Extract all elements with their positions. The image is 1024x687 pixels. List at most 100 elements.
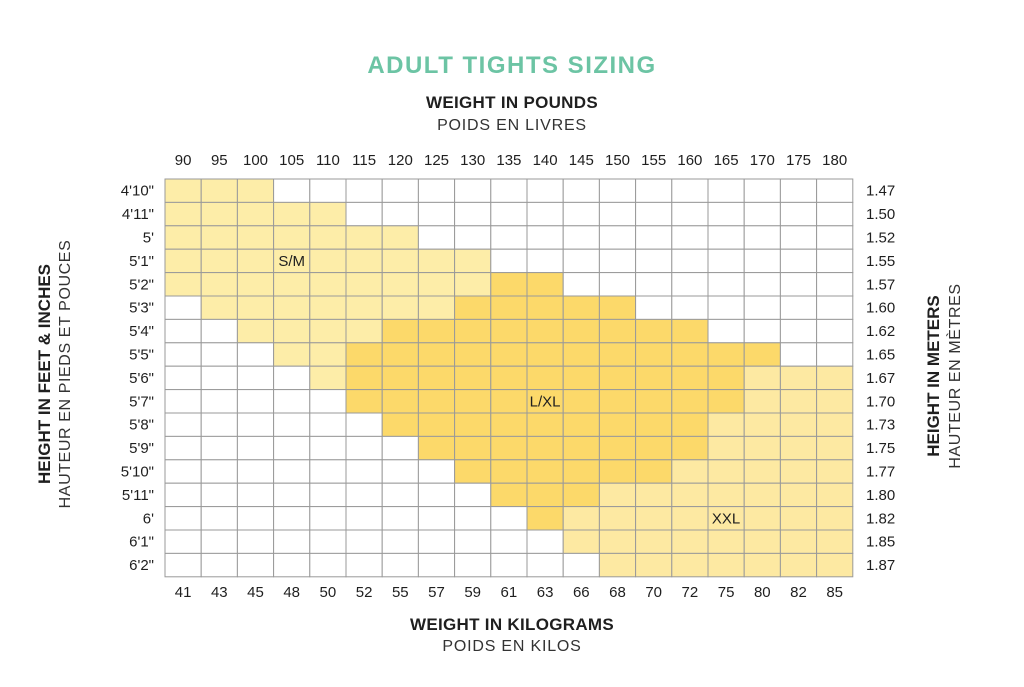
- chart-title: ADULT TIGHTS SIZING: [367, 52, 657, 79]
- grid-cell: [526, 201, 564, 227]
- grid-cell: [707, 412, 745, 437]
- grid-cell: [309, 225, 347, 250]
- grid-cell: [598, 178, 637, 203]
- pound-tick-label: 95: [211, 152, 228, 169]
- pound-tick-label: 180: [822, 152, 847, 169]
- grid-cell: [562, 506, 600, 531]
- grid-cell: [345, 365, 383, 391]
- grid-cell: [490, 225, 528, 250]
- grid-cell: [598, 318, 637, 344]
- grid-cell: [779, 248, 818, 274]
- height-m-tick-label: 1.70: [866, 393, 895, 410]
- grid-cell: [598, 552, 637, 578]
- grid-cell: [273, 295, 311, 320]
- grid-cell: [743, 529, 781, 554]
- grid-cell: [779, 482, 818, 508]
- grid-cell: [309, 318, 347, 344]
- grid-cell: [200, 318, 238, 344]
- grid-cell: [490, 342, 528, 367]
- grid-cell: [417, 248, 456, 274]
- grid-cell: [309, 552, 347, 578]
- grid-cell: [200, 552, 238, 578]
- grid-cell: [417, 178, 456, 203]
- height-m-tick-label: 1.47: [866, 183, 895, 200]
- grid-cell: [671, 318, 709, 344]
- grid-cell: [454, 459, 492, 484]
- grid-cell: [743, 225, 781, 250]
- grid-cell: [671, 389, 709, 414]
- height-ft-tick-label: 5'2": [129, 276, 154, 293]
- grid-cell: [309, 295, 347, 320]
- grid-cell: [200, 248, 238, 274]
- grid-cell: [816, 225, 854, 250]
- grid-cell: [671, 482, 709, 508]
- grid-cell: [309, 342, 347, 367]
- bottom-axis-subtitle: POIDS EN KILOS: [442, 638, 582, 655]
- grid-cell: [526, 295, 564, 320]
- height-ft-tick-label: 5'3": [129, 300, 154, 317]
- grid-cell: [779, 201, 818, 227]
- grid-cell: [671, 365, 709, 391]
- grid-cell: [200, 342, 238, 367]
- grid-cell: [417, 225, 456, 250]
- grid-cell: [381, 552, 419, 578]
- grid-cell: [454, 506, 492, 531]
- grid-cell: [345, 272, 383, 297]
- height-ft-tick-label: 5'4": [129, 323, 154, 340]
- grid-cell: [598, 529, 637, 554]
- kilogram-tick-label: 43: [211, 584, 228, 601]
- grid-cell: [526, 178, 564, 203]
- grid-cell: [236, 459, 275, 484]
- grid-cell: [562, 529, 600, 554]
- grid-cell: [417, 318, 456, 344]
- grid-cell: [309, 389, 347, 414]
- grid-cell: [345, 318, 383, 344]
- grid-cell: [454, 225, 492, 250]
- grid-cell: [490, 506, 528, 531]
- grid-cell: [707, 459, 745, 484]
- grid-cell: [671, 225, 709, 250]
- height-ft-tick-label: 5'5": [129, 347, 154, 364]
- grid-cell: [381, 225, 419, 250]
- grid-cell: [200, 529, 238, 554]
- grid-cell: [562, 342, 600, 367]
- grid-cell: [454, 272, 492, 297]
- height-ft-tick-label: 6'2": [129, 557, 154, 574]
- grid-cell: [345, 435, 383, 461]
- grid-cell: [273, 389, 311, 414]
- grid-cell: [598, 295, 637, 320]
- grid-cell: [164, 342, 202, 367]
- grid-cell: [598, 389, 637, 414]
- grid-cell: [816, 365, 854, 391]
- grid-cell: [635, 248, 673, 274]
- grid-cell: [309, 435, 347, 461]
- grid-cell: [562, 201, 600, 227]
- grid-cell: [381, 201, 419, 227]
- grid-cell: [309, 272, 347, 297]
- grid-cell: [779, 225, 818, 250]
- pound-tick-label: 140: [533, 152, 558, 169]
- grid-cell: [816, 342, 854, 367]
- bottom-axis-title: WEIGHT IN KILOGRAMS: [409, 615, 615, 634]
- height-m-tick-label: 1.77: [866, 464, 895, 481]
- grid-cell: [707, 342, 745, 367]
- grid-cell: [743, 201, 781, 227]
- top-axis-subtitle: POIDS EN LIVRES: [437, 117, 587, 134]
- height-m-tick-label: 1.80: [866, 487, 895, 504]
- grid-cell: [779, 342, 818, 367]
- grid-cell: [562, 318, 600, 344]
- grid-cell: [562, 552, 600, 578]
- grid-cell: [743, 295, 781, 320]
- pound-tick-label: 115: [352, 152, 376, 169]
- pound-tick-label: 120: [388, 152, 413, 169]
- grid-cell: [273, 272, 311, 297]
- grid-cell: [454, 295, 492, 320]
- size-label-lxl: L/XL: [530, 393, 561, 410]
- kilogram-tick-label: 63: [537, 584, 554, 601]
- grid-cell: [454, 552, 492, 578]
- grid-cell: [309, 482, 347, 508]
- grid-cell: [236, 178, 275, 203]
- grid-cell: [707, 482, 745, 508]
- grid-cell: [200, 225, 238, 250]
- grid-cell: [526, 248, 564, 274]
